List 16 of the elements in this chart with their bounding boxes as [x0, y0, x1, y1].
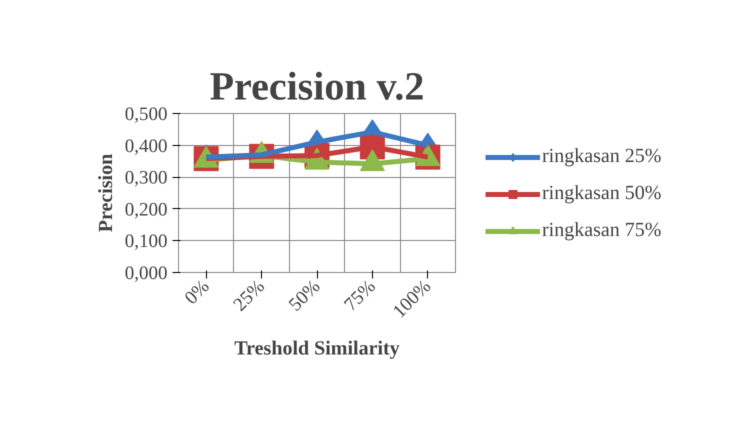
x-tick-label: 50% — [284, 276, 325, 316]
x-tick-label: 0% — [180, 276, 214, 309]
legend-label: ringkasan 75% — [542, 219, 662, 242]
y-tick-label: 0,000 — [124, 263, 168, 284]
y-tick-label: 0,500 — [124, 104, 168, 125]
x-axis-title: Treshold Similarity — [234, 338, 400, 360]
x-tick-label: 75% — [340, 276, 380, 316]
y-tick-label: 0,400 — [124, 136, 168, 157]
legend-label: ringkasan 50% — [542, 182, 662, 205]
y-tick-label: 0,300 — [124, 168, 168, 189]
y-tick-label: 0,100 — [124, 231, 168, 252]
y-axis-title: Precision — [94, 154, 117, 232]
x-tick-label: 25% — [230, 276, 270, 316]
chart-title: Precision v.2 — [210, 64, 424, 108]
y-tick-label: 0,200 — [124, 199, 168, 220]
legend-label: ringkasan 25% — [542, 145, 662, 168]
